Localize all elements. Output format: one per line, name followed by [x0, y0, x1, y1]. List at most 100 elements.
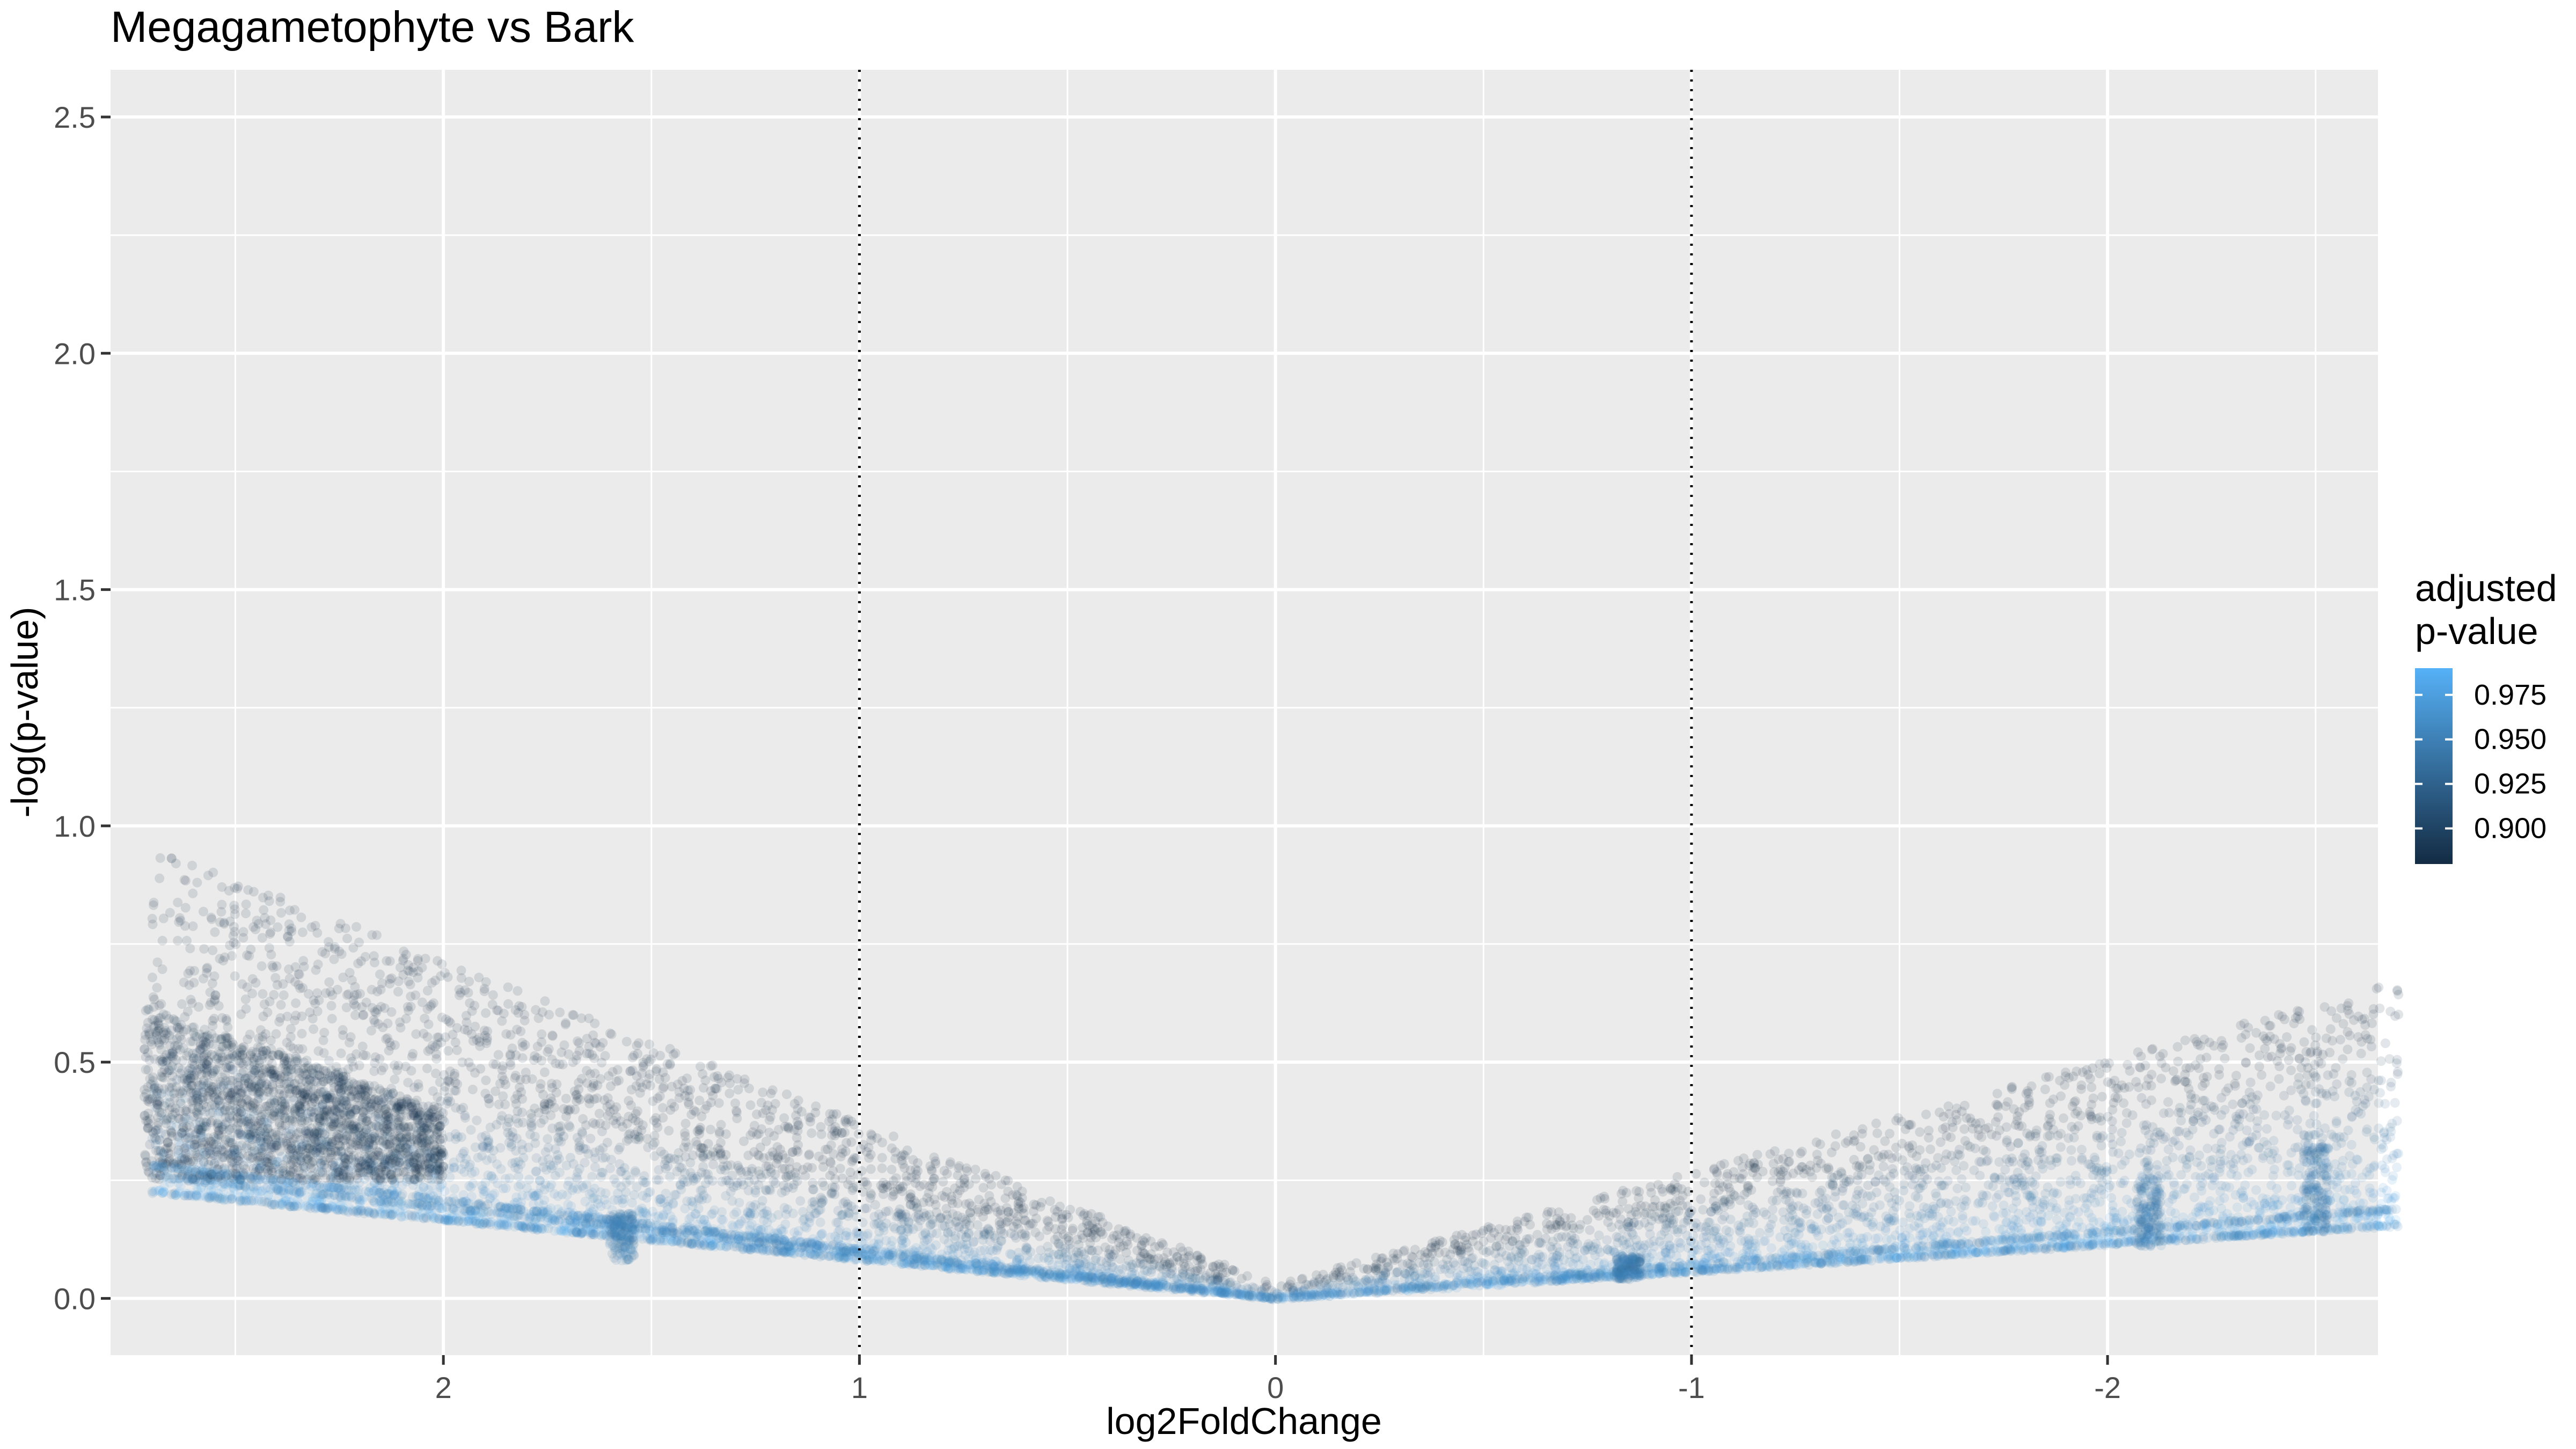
data-point [531, 1153, 541, 1163]
data-point [2254, 1062, 2264, 1072]
data-point [1632, 1210, 1642, 1220]
data-point [1140, 1249, 1150, 1259]
data-point [1538, 1252, 1548, 1262]
data-point [569, 1086, 580, 1096]
data-point [2118, 1179, 2128, 1189]
data-point [496, 1211, 506, 1221]
data-point [540, 996, 550, 1006]
data-point [684, 1099, 694, 1109]
data-point [1399, 1247, 1409, 1257]
data-point [1911, 1163, 1921, 1173]
data-point [1298, 1274, 1307, 1284]
data-point [580, 1158, 590, 1168]
data-point [826, 1187, 837, 1197]
data-point [766, 1088, 776, 1099]
data-point [642, 1134, 653, 1144]
data-point [211, 1094, 222, 1104]
data-point [904, 1194, 914, 1204]
data-point [647, 1206, 657, 1217]
data-point [2284, 1106, 2294, 1116]
data-point [1772, 1196, 1782, 1206]
data-point [939, 1166, 949, 1176]
data-point [1785, 1188, 1796, 1198]
data-point [543, 1134, 553, 1144]
data-point [493, 1050, 503, 1060]
data-point [677, 1075, 687, 1086]
data-point [1243, 1284, 1253, 1294]
data-point [1999, 1200, 2009, 1210]
data-point [2326, 1175, 2336, 1185]
data-point [2262, 1124, 2272, 1134]
data-point [991, 1171, 1001, 1181]
data-point [1219, 1277, 1229, 1287]
data-point [1691, 1169, 1701, 1179]
data-point [2168, 1066, 2178, 1076]
data-point [1139, 1258, 1149, 1269]
data-point [1495, 1271, 1505, 1282]
data-point [488, 990, 498, 1000]
data-point [537, 1029, 547, 1040]
data-point [390, 1074, 400, 1085]
data-point [2169, 1181, 2179, 1190]
data-point [481, 1008, 491, 1018]
data-point [1981, 1146, 1991, 1157]
data-point [425, 1165, 435, 1174]
data-point [1362, 1287, 1372, 1297]
data-point [2316, 1058, 2326, 1069]
data-point [918, 1255, 928, 1265]
data-point [2107, 1221, 2117, 1231]
data-point [815, 1217, 825, 1227]
data-point [276, 1186, 286, 1196]
data-point [1867, 1219, 1877, 1230]
data-point [1913, 1192, 1923, 1203]
data-point [2374, 1098, 2384, 1108]
data-point [155, 873, 165, 883]
data-point [1915, 1247, 1926, 1257]
data-point [152, 957, 163, 968]
data-point [752, 1109, 762, 1119]
data-point [1602, 1235, 1612, 1245]
data-point [2317, 1219, 2327, 1229]
data-point [1666, 1185, 1677, 1195]
data-point [978, 1212, 988, 1222]
data-point [2020, 1149, 2030, 1159]
data-point [185, 1064, 195, 1074]
data-point [1596, 1270, 1606, 1280]
data-point [166, 1121, 177, 1131]
data-point [1966, 1117, 1977, 1127]
data-point [2231, 1111, 2241, 1122]
data-point [273, 922, 283, 932]
data-point [1036, 1245, 1046, 1255]
data-point [613, 1188, 623, 1198]
data-point [743, 1151, 753, 1160]
data-point [2012, 1223, 2023, 1233]
data-point [692, 1126, 702, 1136]
data-point [2089, 1190, 2099, 1200]
data-point [188, 888, 198, 898]
data-point [487, 999, 497, 1009]
data-point [2133, 1047, 2143, 1057]
data-point [2380, 1163, 2390, 1174]
data-point [2154, 1230, 2164, 1240]
data-point [207, 914, 217, 924]
data-point [285, 905, 295, 916]
data-point [187, 860, 197, 870]
data-point [266, 1142, 276, 1152]
data-point [2076, 1080, 2087, 1091]
data-point [499, 1075, 509, 1085]
data-point [2200, 1095, 2210, 1106]
data-point [2060, 1080, 2070, 1090]
data-point [2198, 1095, 2208, 1106]
data-point [634, 1038, 643, 1048]
data-point [1194, 1285, 1204, 1295]
data-point [385, 956, 395, 966]
data-point [1997, 1233, 2007, 1243]
data-point [1721, 1247, 1731, 1257]
data-point [1460, 1276, 1470, 1286]
data-point [501, 1220, 511, 1231]
data-point [927, 1228, 937, 1238]
data-point [629, 1190, 639, 1200]
data-point [195, 1094, 205, 1104]
data-point [1752, 1150, 1762, 1160]
data-point [664, 1125, 674, 1136]
